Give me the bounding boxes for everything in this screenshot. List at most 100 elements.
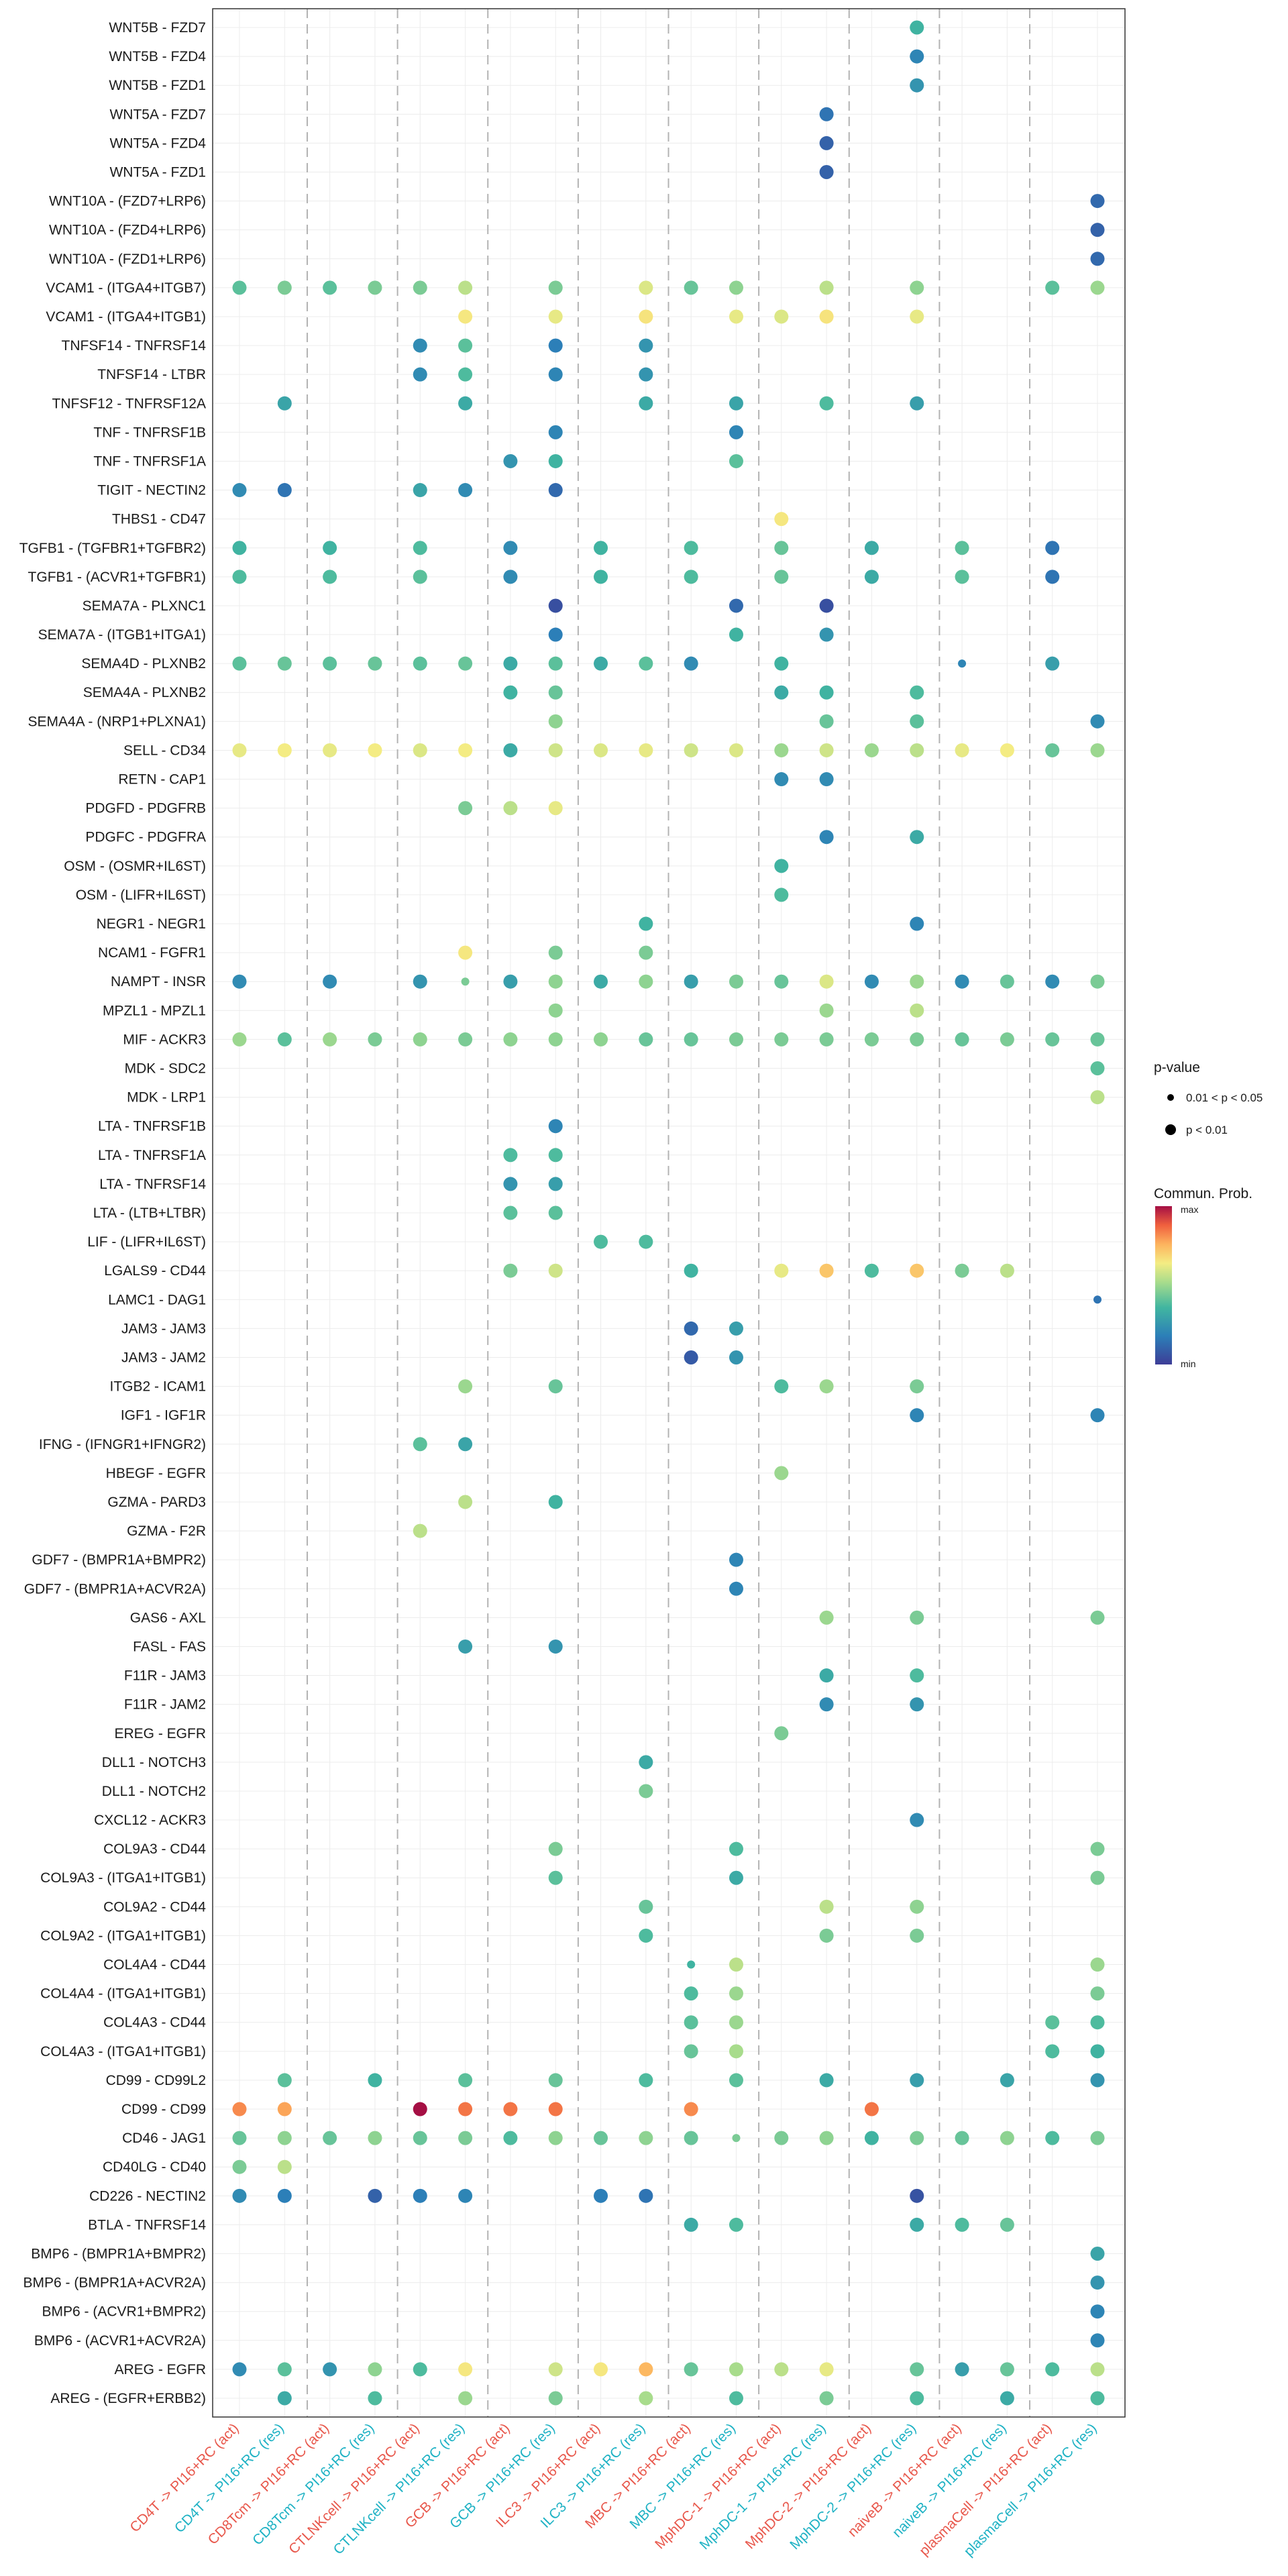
data-point	[819, 1668, 834, 1683]
data-point	[684, 1321, 698, 1336]
data-point	[1090, 1957, 1105, 1972]
data-point	[639, 2188, 653, 2203]
data-point	[1090, 1408, 1105, 1423]
y-tick-label: SEMA4A - PLXNB2	[83, 685, 206, 700]
data-point	[639, 1928, 653, 1943]
y-tick-label: TIGIT - NECTIN2	[97, 483, 206, 498]
data-point	[503, 1177, 518, 1191]
data-point	[819, 1899, 834, 1914]
data-point	[729, 1957, 743, 1972]
data-point	[232, 2362, 247, 2377]
data-point	[368, 2188, 382, 2203]
y-tick-label: TNF - TNFRSF1A	[93, 453, 206, 469]
data-point	[955, 541, 969, 555]
data-point	[774, 512, 789, 527]
data-point	[819, 685, 834, 700]
data-point	[232, 570, 247, 584]
data-point	[774, 1032, 789, 1046]
data-point	[910, 280, 924, 295]
data-point	[774, 974, 789, 989]
data-point	[503, 656, 518, 671]
data-point	[458, 1437, 473, 1452]
data-point	[1090, 2304, 1105, 2319]
data-point	[1000, 743, 1014, 757]
data-point	[458, 2073, 473, 2088]
data-point	[594, 656, 608, 671]
data-point	[684, 1350, 698, 1364]
data-point	[594, 541, 608, 555]
data-point	[729, 974, 743, 989]
data-point	[639, 1784, 653, 1799]
data-point	[774, 888, 789, 902]
data-point	[684, 743, 698, 757]
data-point	[910, 49, 924, 64]
data-point	[277, 2362, 292, 2377]
data-point	[955, 1263, 969, 1278]
data-point	[684, 2217, 698, 2232]
data-point	[910, 1928, 924, 1943]
data-point	[1090, 743, 1105, 757]
data-point	[548, 656, 563, 671]
y-tick-label: IGF1 - IGF1R	[121, 1408, 206, 1424]
data-point	[819, 1263, 834, 1278]
y-tick-label: WNT10A - (FZD1+LRP6)	[49, 252, 206, 267]
data-point	[1090, 280, 1105, 295]
data-point	[684, 1032, 698, 1046]
data-point	[774, 772, 789, 787]
y-tick-label: COL4A3 - CD44	[103, 2015, 206, 2031]
y-tick-label: WNT5B - FZD1	[109, 78, 206, 93]
data-point	[687, 1960, 696, 1969]
data-point	[819, 743, 834, 757]
data-point	[955, 2131, 969, 2145]
data-point	[548, 453, 563, 468]
data-point	[910, 309, 924, 324]
data-point	[232, 974, 247, 989]
data-point	[413, 2102, 427, 2116]
data-point	[548, 685, 563, 700]
data-point	[819, 309, 834, 324]
data-point	[1000, 1032, 1014, 1046]
data-point	[864, 1263, 879, 1278]
y-tick-label: WNT5A - FZD1	[109, 164, 206, 180]
data-point	[639, 2131, 653, 2145]
data-point	[1045, 743, 1060, 757]
data-point	[368, 1032, 382, 1046]
data-point	[1090, 2015, 1105, 2030]
data-point	[461, 977, 470, 986]
data-point	[1000, 1263, 1014, 1278]
data-point	[458, 1032, 473, 1046]
data-point	[503, 570, 518, 584]
y-tick-label: CD226 - NECTIN2	[89, 2188, 206, 2204]
data-point	[955, 2362, 969, 2377]
data-point	[1045, 656, 1060, 671]
data-point	[684, 541, 698, 555]
data-point	[458, 2102, 473, 2116]
y-tick-label: JAM3 - JAM2	[121, 1350, 206, 1365]
data-point	[232, 743, 247, 757]
data-point	[910, 1813, 924, 1827]
data-point	[413, 974, 427, 989]
data-point	[368, 2362, 382, 2377]
y-tick-label: F11R - JAM3	[124, 1668, 206, 1684]
data-point	[323, 1032, 337, 1046]
data-point	[594, 1234, 608, 1249]
data-point	[1000, 2217, 1014, 2232]
data-point	[1090, 252, 1105, 266]
y-tick-label: WNT5B - FZD4	[109, 49, 206, 64]
data-point	[864, 974, 879, 989]
y-tick-label: GDF7 - (BMPR1A+BMPR2)	[32, 1552, 206, 1568]
data-point	[729, 1032, 743, 1046]
data-point	[413, 2362, 427, 2377]
data-point	[548, 2102, 563, 2116]
y-tick-label: F11R - JAM2	[124, 1697, 206, 1713]
data-point	[503, 1148, 518, 1163]
data-point	[774, 859, 789, 873]
data-point	[819, 2391, 834, 2406]
data-point	[639, 1755, 653, 1770]
data-point	[684, 2015, 698, 2030]
data-point	[1090, 1870, 1105, 1885]
data-point	[819, 396, 834, 411]
data-point	[323, 2362, 337, 2377]
data-point	[910, 20, 924, 35]
